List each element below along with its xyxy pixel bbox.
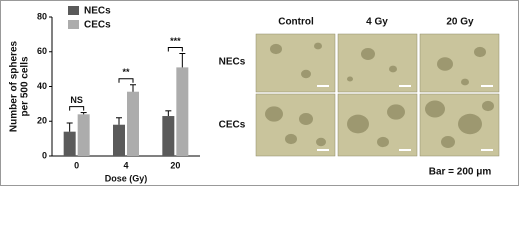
micrograph — [255, 33, 336, 93]
sphere — [441, 136, 455, 148]
row-label: CECs — [219, 120, 246, 131]
significance-label: *** — [170, 36, 181, 46]
bar — [176, 67, 189, 156]
sphere — [301, 69, 311, 79]
sphere — [347, 114, 369, 134]
sphere — [314, 42, 322, 50]
caption: Bar = 200 μm — [429, 167, 492, 178]
sphere — [389, 65, 397, 73]
significance-bracket — [118, 78, 134, 83]
y-tick-label: 60 — [37, 46, 47, 56]
column-header: 4 Gy — [366, 17, 388, 28]
sphere — [425, 100, 445, 118]
sphere — [437, 57, 453, 71]
x-axis-label: Dose (Gy) — [105, 173, 148, 183]
legend-label: NECs — [84, 6, 111, 17]
sphere — [474, 46, 486, 58]
legend-swatch — [68, 20, 79, 29]
column-header: 20 Gy — [446, 17, 474, 28]
sphere — [377, 136, 389, 148]
bar — [162, 116, 175, 156]
micrograph — [419, 33, 500, 93]
significance-bracket — [167, 46, 183, 52]
image-panel: Control 4 Gy 20 Gy NECs CECs Bar = 200 μ… — [219, 17, 500, 178]
sphere — [361, 48, 375, 60]
significance-label: NS — [70, 95, 83, 105]
y-axis-label: Number of spheres — [9, 40, 20, 132]
bar — [113, 124, 125, 156]
sphere — [265, 106, 283, 122]
significance-bracket — [69, 106, 85, 111]
bar — [63, 131, 76, 156]
y-tick-label: 80 — [37, 11, 47, 21]
sphere — [285, 133, 297, 145]
bar — [127, 91, 139, 156]
y-tick-label: 0 — [42, 150, 47, 160]
sphere — [387, 104, 405, 120]
sphere — [482, 100, 494, 112]
x-tick-label: 4 — [123, 160, 128, 170]
y-tick-label: 20 — [37, 116, 47, 126]
sphere — [461, 78, 469, 86]
x-tick-label: 0 — [74, 160, 79, 170]
sphere — [458, 113, 482, 135]
y-axis-label: per 500 cells — [20, 56, 31, 116]
sphere — [347, 76, 353, 82]
y-tick-label: 40 — [37, 81, 47, 91]
micrograph — [255, 93, 336, 157]
bar — [77, 114, 90, 156]
x-tick-label: 20 — [170, 160, 180, 170]
significance-label: ** — [122, 67, 130, 77]
legend-label: CECs — [84, 20, 111, 31]
sphere — [270, 43, 282, 55]
figure: Control 4 Gy 20 Gy NECs CECs Bar = 200 μ… — [0, 0, 519, 186]
sphere — [316, 137, 326, 147]
sphere — [299, 113, 313, 125]
micrograph — [337, 33, 418, 93]
legend-swatch — [68, 6, 79, 15]
row-label: NECs — [219, 57, 246, 68]
column-header: Control — [278, 17, 314, 28]
